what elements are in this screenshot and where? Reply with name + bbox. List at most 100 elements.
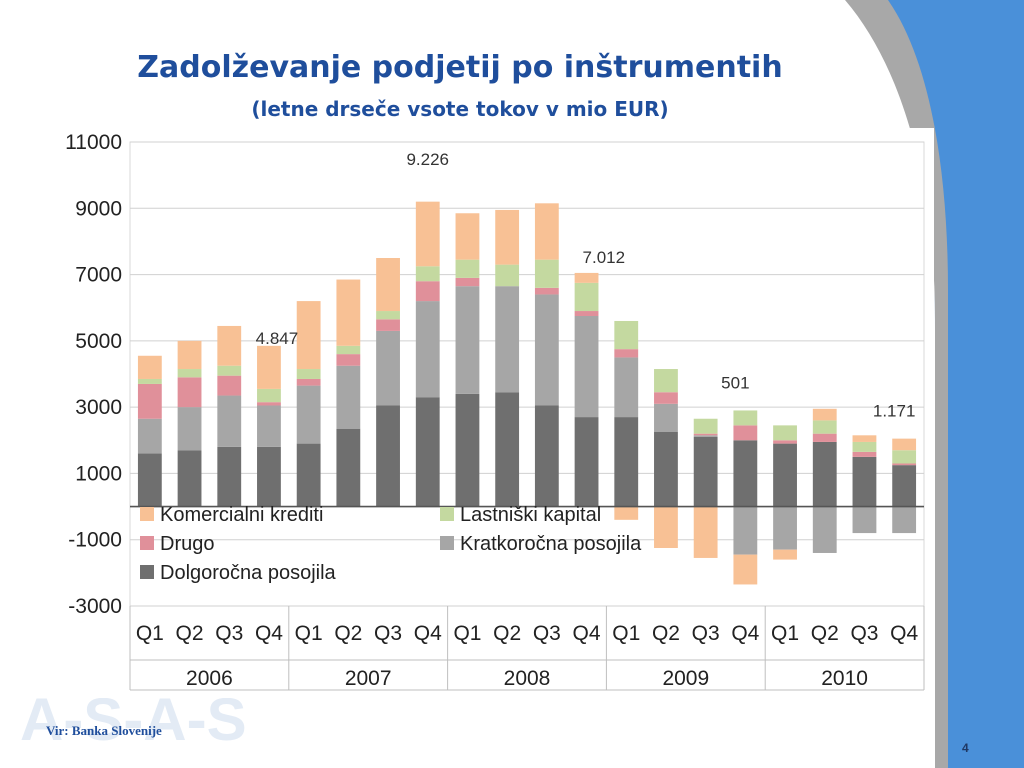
- bar-segment: [415, 201, 440, 267]
- slide-title: Zadolževanje podjetij po inštrumentih: [137, 50, 783, 85]
- bar-segment: [733, 440, 758, 507]
- y-tick-label: 1000: [75, 462, 122, 485]
- bar-segment: [296, 378, 321, 386]
- bar-segment: [654, 506, 678, 548]
- bar-segment: [693, 418, 718, 434]
- y-tick-label: -1000: [68, 529, 122, 552]
- bar-segment: [733, 506, 758, 555]
- gray-swoosh-shape: [845, 0, 948, 768]
- bar-segment: [773, 425, 797, 441]
- bar-segment: [574, 311, 599, 316]
- bar-segment: [693, 436, 718, 507]
- x-tick-label: Q4: [255, 622, 283, 645]
- bar-segment: [773, 443, 797, 507]
- bar-segment: [376, 405, 400, 507]
- total-annotation: 1.171: [873, 402, 916, 421]
- bar-segment: [217, 375, 242, 396]
- bar-segment: [415, 266, 440, 282]
- x-tick-label: Q2: [652, 622, 680, 645]
- bar-segment: [137, 418, 162, 454]
- bar-segment: [574, 282, 599, 312]
- bar-segment: [812, 506, 837, 553]
- bar-segment: [217, 365, 242, 376]
- x-tick-label: Q2: [811, 622, 839, 645]
- bar-segment: [455, 213, 480, 260]
- bar-segment: [336, 365, 361, 429]
- blue-corner-shape: [880, 0, 1024, 768]
- bar-segment: [733, 425, 758, 441]
- bar-segment: [614, 417, 639, 507]
- bar-segment: [574, 417, 599, 507]
- bar-segment: [257, 402, 281, 406]
- bar-segment: [892, 438, 917, 451]
- bar-segment: [495, 286, 520, 393]
- x-tick-label: Q3: [374, 622, 402, 645]
- bar-segment: [892, 463, 917, 466]
- bar-segment: [296, 443, 321, 507]
- bar-segment: [137, 383, 162, 419]
- bar-segment: [773, 506, 797, 550]
- x-tick-label: Q1: [771, 622, 799, 645]
- chart-area: 11000 9000 7000 5000 3000 1000 -1000 -3000 4.847…: [28, 128, 934, 698]
- legend-swatch: [140, 565, 154, 579]
- year-label: 2009: [662, 667, 709, 690]
- bar-segment: [852, 506, 877, 534]
- total-annotation: 501: [721, 373, 749, 392]
- bar-segment: [376, 311, 400, 320]
- bar-segment: [812, 433, 837, 442]
- bar-segment: [574, 272, 599, 283]
- bar-segment: [455, 277, 480, 287]
- x-tick-label: Q4: [731, 622, 759, 645]
- x-tick-label: Q2: [176, 622, 204, 645]
- bar-segment: [376, 330, 400, 406]
- legend-label: Kratkoročna posojila: [460, 533, 642, 555]
- x-tick-label: Q3: [215, 622, 243, 645]
- year-label: 2010: [821, 667, 868, 690]
- y-tick-label: 7000: [75, 264, 122, 287]
- x-tick-label: Q4: [414, 622, 442, 645]
- legend-label: Komercialni krediti: [160, 504, 323, 526]
- x-tick-label: Q3: [850, 622, 878, 645]
- bar-segment: [376, 258, 400, 312]
- bar-segment: [773, 549, 797, 560]
- legend-swatch: [440, 507, 454, 521]
- bar-segment: [812, 441, 837, 507]
- bar-segment: [812, 420, 837, 434]
- x-tick-label: Q2: [493, 622, 521, 645]
- bar-segment: [773, 440, 797, 444]
- total-annotation: 9.226: [406, 150, 449, 169]
- x-tick-label: Q3: [692, 622, 720, 645]
- bar-segment: [852, 441, 877, 452]
- bar-segment: [177, 369, 202, 378]
- bar-segment: [495, 209, 520, 265]
- bar-segment: [296, 385, 321, 444]
- bar-segment: [217, 325, 242, 366]
- bar-segment: [614, 349, 639, 358]
- bar-segment: [257, 388, 281, 403]
- bar-segment: [852, 435, 877, 442]
- legend-label: Dolgoročna posojila: [160, 562, 337, 584]
- y-tick-label: 5000: [75, 330, 122, 353]
- legend-swatch: [140, 536, 154, 550]
- bar-segment: [852, 451, 877, 457]
- bar-segment: [892, 450, 917, 464]
- x-tick-label: Q1: [453, 622, 481, 645]
- bar-segment: [534, 405, 559, 507]
- bar-segment: [495, 392, 520, 507]
- bar-segment: [455, 259, 480, 278]
- bar-segment: [296, 301, 321, 370]
- bar-segment: [812, 408, 837, 421]
- bar-segment: [654, 403, 678, 432]
- bar-segment: [495, 264, 520, 287]
- stacked-bar-chart: 11000 9000 7000 5000 3000 1000 -1000 -3000 4.847…: [65, 131, 925, 691]
- bar-segment: [852, 456, 877, 507]
- bar-segment: [137, 355, 162, 379]
- bar-segment: [892, 506, 917, 534]
- year-label: 2008: [504, 667, 551, 690]
- bar-segment: [376, 319, 400, 331]
- legend-swatch: [140, 507, 154, 521]
- source-note: Vir: Banka Slovenije: [46, 723, 162, 738]
- bar-segment: [733, 410, 758, 426]
- x-tick-label: Q1: [295, 622, 323, 645]
- bar-segment: [693, 506, 718, 558]
